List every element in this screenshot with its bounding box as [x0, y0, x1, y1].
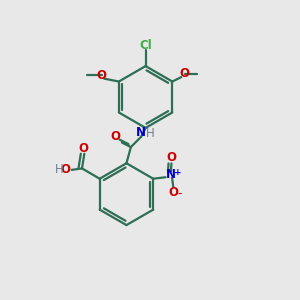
- Text: N: N: [136, 126, 146, 139]
- Text: N: N: [166, 168, 176, 182]
- Text: O: O: [97, 69, 107, 82]
- Text: H: H: [146, 127, 155, 140]
- Text: O: O: [168, 186, 178, 199]
- Text: O: O: [111, 130, 121, 143]
- Text: O: O: [61, 164, 71, 176]
- Text: +: +: [174, 168, 181, 177]
- Text: O: O: [167, 151, 176, 164]
- Text: -: -: [178, 187, 182, 200]
- Text: H: H: [55, 164, 63, 176]
- Text: O: O: [180, 67, 190, 80]
- Text: Cl: Cl: [139, 39, 152, 52]
- Text: O: O: [79, 142, 89, 155]
